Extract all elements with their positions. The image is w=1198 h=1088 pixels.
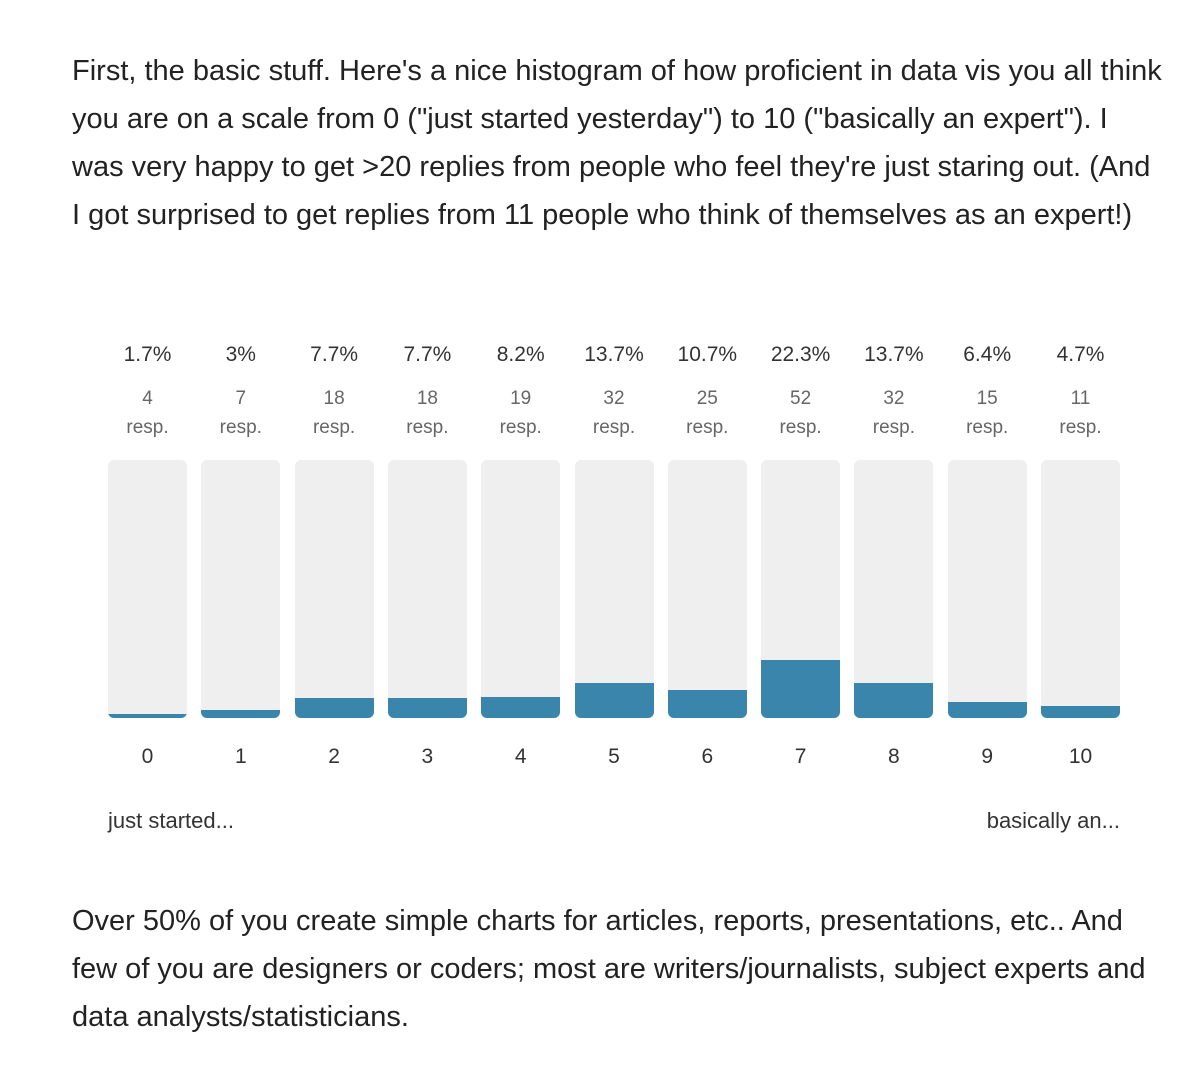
count-label: 52 resp.: [761, 384, 840, 442]
count-unit: resp.: [219, 417, 262, 438]
count-unit: resp.: [592, 417, 636, 438]
bar: [1041, 705, 1120, 718]
count-label: 4 resp.: [108, 384, 187, 442]
bar: [667, 690, 747, 718]
count-unit: resp.: [499, 417, 542, 438]
bar-track: [761, 460, 841, 718]
x-tick-label: 2: [328, 745, 340, 768]
x-tick-label: 4: [514, 745, 527, 768]
x-tick-label: 10: [1068, 745, 1093, 768]
count-unit: resp.: [966, 417, 1009, 438]
bar: [481, 696, 561, 718]
percent-label: 6.4%: [963, 343, 1012, 366]
count-value: 18: [323, 388, 345, 409]
percent-label: 10.7%: [677, 343, 738, 366]
x-tick-label: 1: [234, 745, 247, 768]
count-unit: resp.: [779, 417, 822, 438]
x-tick-label: 6: [701, 745, 714, 768]
bar-track: [947, 460, 1027, 718]
bar: [201, 710, 281, 718]
count-unit: resp.: [312, 417, 356, 438]
count-label: 25 resp.: [668, 384, 747, 442]
x-tick-label: 5: [608, 745, 620, 768]
bar: [761, 660, 841, 718]
count-unit: resp.: [686, 417, 729, 438]
bar: [854, 682, 934, 718]
count-value: 4: [142, 388, 153, 409]
count-label: 32 resp.: [854, 384, 933, 442]
count-unit: resp.: [406, 417, 449, 438]
bar: [108, 713, 187, 718]
count-label: 19 resp.: [481, 384, 560, 442]
bar-track: [387, 460, 467, 718]
count-value: 11: [1070, 388, 1091, 409]
count-label: 15 resp.: [948, 384, 1027, 442]
count-value: 19: [510, 388, 532, 409]
count-value: 25: [696, 388, 718, 409]
bar-track: [1041, 460, 1120, 718]
x-tick-label: 7: [794, 745, 807, 768]
bar: [574, 682, 654, 718]
count-label: 7 resp.: [201, 384, 280, 442]
bar-track: [201, 460, 281, 718]
percent-label: 13.7%: [864, 343, 924, 366]
percent-label: 7.7%: [310, 343, 359, 366]
scale-high-label: basically an...: [986, 808, 1120, 833]
intro-paragraph: First, the basic stuff. Here's a nice hi…: [72, 55, 1162, 231]
bar-track: [854, 460, 934, 718]
count-label: 18 resp.: [295, 384, 374, 442]
count-value: 52: [790, 388, 812, 409]
percent-label: 8.2%: [496, 343, 545, 366]
percent-label: 7.7%: [403, 343, 452, 366]
percent-label: 1.7%: [123, 343, 172, 366]
count-value: 7: [235, 388, 247, 409]
bar-track: [574, 460, 654, 718]
percent-label: 3%: [225, 343, 256, 366]
bar-track: [294, 460, 374, 718]
count-unit: resp.: [126, 417, 169, 438]
bar: [947, 701, 1027, 718]
x-tick-label: 0: [141, 745, 154, 768]
percent-label: 4.7%: [1056, 343, 1105, 366]
count-label: 11 resp.: [1041, 384, 1120, 442]
bar: [294, 698, 374, 718]
percent-label: 22.3%: [770, 343, 831, 366]
count-value: 32: [603, 388, 625, 409]
count-label: 18 resp.: [388, 384, 467, 442]
scale-low-label: just started...: [108, 808, 234, 833]
count-label: 32 resp.: [575, 384, 654, 442]
x-tick-label: 9: [981, 745, 994, 768]
x-tick-label: 8: [888, 745, 900, 768]
bar: [387, 698, 467, 718]
count-value: 32: [883, 388, 905, 409]
count-value: 18: [416, 388, 438, 409]
count-unit: resp.: [1059, 417, 1102, 438]
bar-track: [108, 460, 187, 718]
count-unit: resp.: [872, 417, 916, 438]
x-tick-label: 3: [421, 745, 434, 768]
bar-track: [667, 460, 747, 718]
percent-label: 13.7%: [584, 343, 644, 366]
outro-paragraph: Over 50% of you create simple charts for…: [72, 905, 1146, 1033]
bar-track: [481, 460, 561, 718]
count-value: 15: [976, 388, 998, 409]
